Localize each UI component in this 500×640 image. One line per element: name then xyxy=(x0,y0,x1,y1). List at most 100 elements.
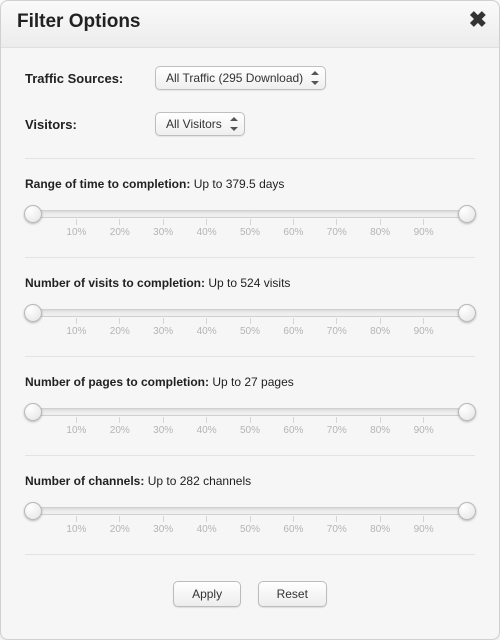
slider-track xyxy=(33,210,467,218)
tick-label: 10% xyxy=(66,524,86,535)
tick-label: 20% xyxy=(110,425,130,436)
tick-label: 30% xyxy=(153,227,173,238)
tick-label: 60% xyxy=(283,524,303,535)
slider-handle-min[interactable] xyxy=(24,403,42,421)
slider-tick: 60% xyxy=(283,516,303,535)
slider-tick: 50% xyxy=(240,417,260,436)
tick-label: 10% xyxy=(66,425,86,436)
tick-line xyxy=(249,219,250,225)
slider-value: Up to 379.5 days xyxy=(194,177,285,191)
slider-ticks: 10%20%30%40%50%60%70%80%90% xyxy=(33,516,467,536)
slider-tick: 80% xyxy=(370,417,390,436)
slider-tick: 20% xyxy=(110,516,130,535)
close-icon[interactable]: ✖ xyxy=(469,9,487,31)
reset-button[interactable]: Reset xyxy=(258,581,327,607)
tick-line xyxy=(249,318,250,324)
slider-handle-max[interactable] xyxy=(458,403,476,421)
tick-label: 90% xyxy=(414,425,434,436)
tick-line xyxy=(423,516,424,522)
tick-line xyxy=(119,318,120,324)
tick-label: 40% xyxy=(197,524,217,535)
tick-label: 80% xyxy=(370,524,390,535)
slider-section: Range of time to completion: Up to 379.5… xyxy=(25,177,475,239)
tick-line xyxy=(76,318,77,324)
tick-label: 20% xyxy=(110,227,130,238)
tick-line xyxy=(163,219,164,225)
slider-label-line: Range of time to completion: Up to 379.5… xyxy=(25,177,475,191)
slider-ticks: 10%20%30%40%50%60%70%80%90% xyxy=(33,219,467,239)
tick-line xyxy=(249,516,250,522)
tick-line xyxy=(76,219,77,225)
slider-tick: 60% xyxy=(283,417,303,436)
divider xyxy=(25,455,475,456)
divider xyxy=(25,158,475,159)
tick-line xyxy=(293,516,294,522)
slider-section: Number of pages to completion: Up to 27 … xyxy=(25,375,475,437)
visitors-select[interactable]: All Visitors xyxy=(155,112,245,136)
slider-handle-min[interactable] xyxy=(24,502,42,520)
slider-track xyxy=(33,408,467,416)
range-slider[interactable]: 10%20%30%40%50%60%70%80%90% xyxy=(25,304,475,338)
tick-line xyxy=(423,417,424,423)
slider-label-line: Number of channels: Up to 282 channels xyxy=(25,474,475,488)
tick-label: 60% xyxy=(283,326,303,337)
slider-section: Number of visits to completion: Up to 52… xyxy=(25,276,475,338)
tick-label: 90% xyxy=(414,326,434,337)
tick-line xyxy=(380,318,381,324)
tick-label: 30% xyxy=(153,524,173,535)
tick-label: 70% xyxy=(327,326,347,337)
tick-line xyxy=(163,318,164,324)
tick-label: 50% xyxy=(240,326,260,337)
tick-line xyxy=(380,516,381,522)
slider-tick: 90% xyxy=(414,318,434,337)
tick-label: 80% xyxy=(370,326,390,337)
slider-handle-max[interactable] xyxy=(458,205,476,223)
slider-tick: 10% xyxy=(66,516,86,535)
apply-button[interactable]: Apply xyxy=(173,581,241,607)
slider-handle-min[interactable] xyxy=(24,205,42,223)
slider-handle-max[interactable] xyxy=(458,304,476,322)
range-slider[interactable]: 10%20%30%40%50%60%70%80%90% xyxy=(25,205,475,239)
visitors-row: Visitors: All Visitors xyxy=(25,112,475,136)
slider-tick: 30% xyxy=(153,417,173,436)
slider-tick: 20% xyxy=(110,417,130,436)
slider-value: Up to 282 channels xyxy=(148,474,251,488)
slider-handle-min[interactable] xyxy=(24,304,42,322)
traffic-sources-select[interactable]: All Traffic (295 Download) xyxy=(155,66,326,90)
tick-line xyxy=(336,318,337,324)
tick-line xyxy=(423,318,424,324)
tick-line xyxy=(163,417,164,423)
slider-tick: 40% xyxy=(197,417,217,436)
dialog-body: Traffic Sources: All Traffic (295 Downlo… xyxy=(1,48,499,639)
tick-line xyxy=(336,516,337,522)
slider-tick: 90% xyxy=(414,219,434,238)
tick-line xyxy=(336,417,337,423)
tick-label: 50% xyxy=(240,524,260,535)
tick-label: 50% xyxy=(240,227,260,238)
tick-label: 50% xyxy=(240,425,260,436)
tick-label: 30% xyxy=(153,425,173,436)
slider-tick: 50% xyxy=(240,516,260,535)
visitors-selected: All Visitors xyxy=(166,117,222,131)
slider-label: Number of visits to completion: xyxy=(25,276,205,290)
slider-handle-max[interactable] xyxy=(458,502,476,520)
tick-label: 80% xyxy=(370,227,390,238)
slider-tick: 30% xyxy=(153,318,173,337)
dialog-title: Filter Options xyxy=(17,11,141,32)
range-slider[interactable]: 10%20%30%40%50%60%70%80%90% xyxy=(25,502,475,536)
slider-tick: 60% xyxy=(283,219,303,238)
slider-tick: 70% xyxy=(327,318,347,337)
tick-line xyxy=(119,516,120,522)
tick-label: 80% xyxy=(370,425,390,436)
slider-label: Number of pages to completion: xyxy=(25,375,209,389)
tick-line xyxy=(423,219,424,225)
divider xyxy=(25,356,475,357)
slider-tick: 20% xyxy=(110,318,130,337)
chevrons-icon xyxy=(230,117,238,131)
range-slider[interactable]: 10%20%30%40%50%60%70%80%90% xyxy=(25,403,475,437)
slider-label: Range of time to completion: xyxy=(25,177,190,191)
slider-label: Number of channels: xyxy=(25,474,144,488)
filter-options-dialog: Filter Options ✖ Traffic Sources: All Tr… xyxy=(0,0,500,640)
slider-tick: 30% xyxy=(153,516,173,535)
tick-line xyxy=(336,219,337,225)
